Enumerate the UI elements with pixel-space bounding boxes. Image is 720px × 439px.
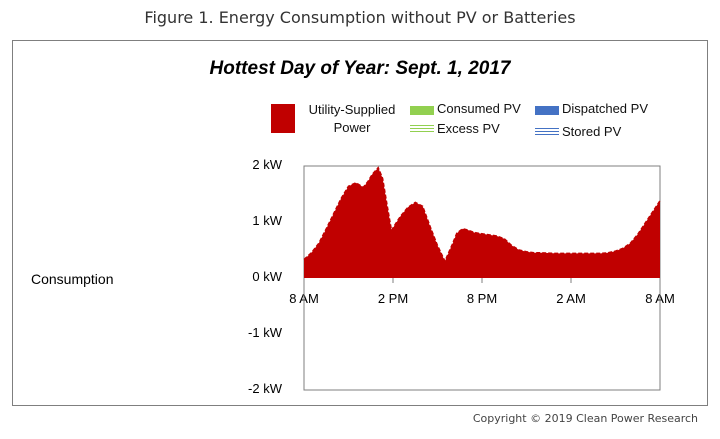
y-tick-label: -1 kW <box>248 325 282 340</box>
legend-swatch-dispatched-pv <box>535 106 559 115</box>
legend-label-excess-pv: Excess PV <box>437 121 500 136</box>
y-tick-label: 2 kW <box>252 157 282 172</box>
x-tick-label: 2 AM <box>556 291 586 306</box>
legend-swatch-stored-pv <box>535 128 559 137</box>
x-tick-label: 2 PM <box>377 291 409 306</box>
y-tick-label: -2 kW <box>248 381 282 396</box>
copyright-notice: Copyright © 2019 Clean Power Research <box>472 412 698 425</box>
x-tick-marks <box>303 278 661 283</box>
legend-label-stored-pv: Stored PV <box>562 124 622 139</box>
legend-swatch-consumed-pv <box>410 106 434 115</box>
legend-swatch-utility <box>271 104 295 133</box>
legend-swatch-excess-pv <box>410 125 434 134</box>
y-tick-label: 0 kW <box>252 269 282 284</box>
series-area-utility-supplied-power <box>304 167 660 278</box>
legend-label-utility: Utility-Supplied Power <box>300 101 404 137</box>
series-outline-utility-supplied-power <box>303 166 661 264</box>
chart-frame <box>12 40 708 406</box>
legend-label-dispatched-pv: Dispatched PV <box>562 101 648 116</box>
x-tick-label: 8 PM <box>466 291 498 306</box>
y-tick-label: 1 kW <box>252 213 282 228</box>
legend-label-utility-line2: Power <box>333 120 371 135</box>
y-axis-label: Consumption <box>31 271 114 287</box>
chart-title: Hottest Day of Year: Sept. 1, 2017 <box>209 58 511 79</box>
legend-label-utility-line1: Utility-Supplied <box>308 102 396 117</box>
legend-label-consumed-pv: Consumed PV <box>437 101 521 116</box>
figure-caption: Figure 1. Energy Consumption without PV … <box>144 8 576 27</box>
